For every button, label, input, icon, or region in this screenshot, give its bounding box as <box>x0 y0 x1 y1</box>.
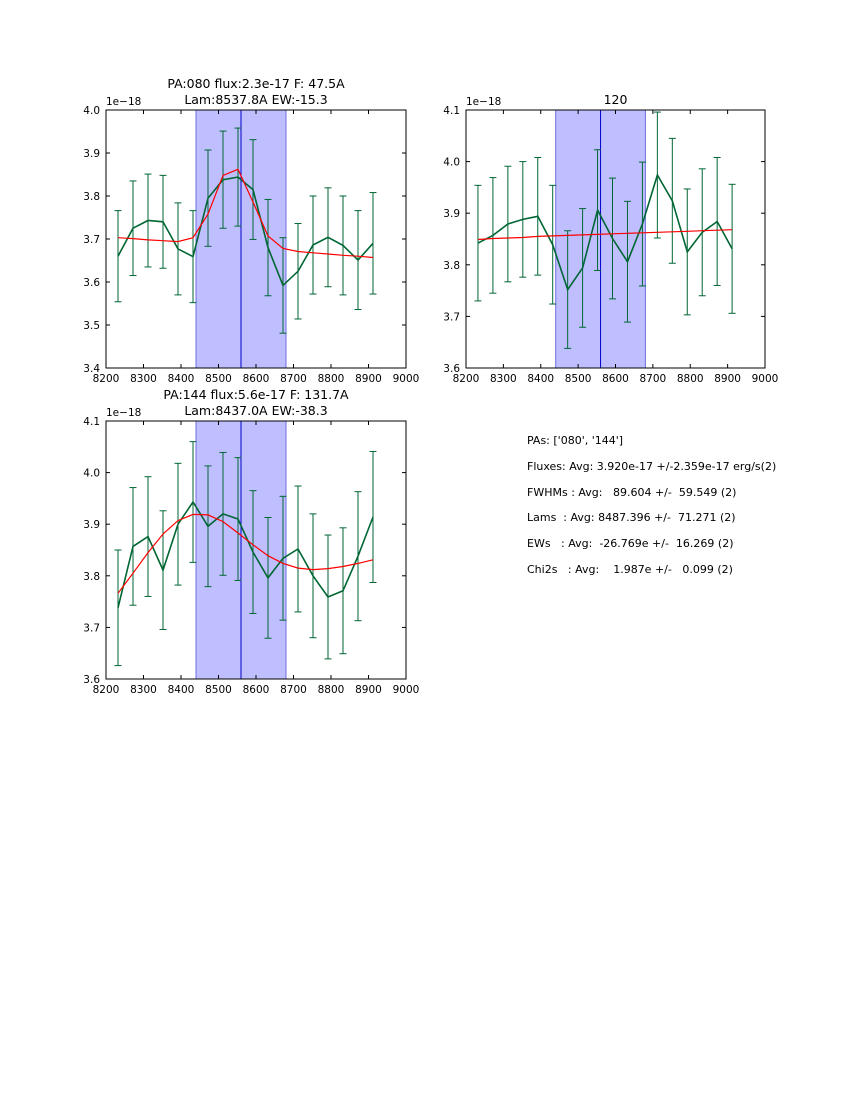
error-bar <box>728 183 736 314</box>
x-tick-label: 8200 <box>453 373 480 385</box>
error-bar <box>369 450 377 584</box>
fit-line <box>117 513 374 594</box>
plot-area <box>114 421 377 679</box>
note-ews: EWs : Avg: -26.769e +/- 16.269 (2) <box>527 537 734 551</box>
chart-title: PA:144 flux:5.6e-17 F: 131.7A <box>163 387 349 402</box>
y-tick-label: 3.7 <box>443 311 460 323</box>
y-tick-label: 3.6 <box>443 363 460 375</box>
y-tick-label: 4.0 <box>83 468 100 480</box>
x-tick-label: 8900 <box>714 373 741 385</box>
x-tick-label: 8600 <box>243 373 270 385</box>
x-tick-label: 8400 <box>527 373 554 385</box>
data-line <box>477 173 733 292</box>
chart-title: 120 <box>604 92 628 107</box>
y-tick-label: 4.0 <box>443 157 460 169</box>
x-tick-label: 8700 <box>640 373 667 385</box>
plot-area <box>474 110 736 368</box>
chart-title: Lam:8537.8A EW:-15.3 <box>184 92 327 107</box>
y-tick-label: 3.9 <box>83 148 100 160</box>
y-tick-label: 4.1 <box>443 105 460 117</box>
y-tick-label: 4.0 <box>83 105 100 117</box>
x-tick-label: 8200 <box>93 373 120 385</box>
y-tick-label: 3.6 <box>83 277 100 289</box>
note-lams: Lams : Avg: 8487.396 +/- 71.271 (2) <box>527 511 736 525</box>
data-line <box>117 176 374 287</box>
fit-line <box>117 168 374 259</box>
chart-title: PA:080 flux:2.3e-17 F: 47.5A <box>167 76 345 91</box>
y-offset-label: 1e−18 <box>466 96 501 108</box>
chart-panel-1: 8200 8300 8400 8500 8600 8700 8800 8900 9000 3.4 3… <box>83 76 419 385</box>
data-line <box>117 500 374 608</box>
x-tick-label: 8600 <box>602 373 629 385</box>
chart-panel-3: 8200 8300 8400 8500 8600 8700 8800 8900 9000 3.6 3… <box>83 387 419 696</box>
y-tick-label: 3.7 <box>83 234 100 246</box>
y-offset-label: 1e−18 <box>106 96 141 108</box>
y-tick-label: 3.8 <box>83 571 100 583</box>
x-tick-label: 9000 <box>752 373 779 385</box>
x-tick-label: 9000 <box>393 684 420 696</box>
x-tick-label: 8800 <box>318 373 345 385</box>
y-tick-label: 3.7 <box>83 622 100 634</box>
x-tick-label: 9000 <box>393 373 420 385</box>
y-tick-label: 4.1 <box>83 416 100 428</box>
x-tick-label: 8900 <box>355 373 382 385</box>
note-fluxes: Fluxes: Avg: 3.920e-17 +/-2.359e-17 erg/… <box>527 459 777 473</box>
x-tick-label: 8500 <box>205 373 232 385</box>
x-tick-label: 8300 <box>130 373 157 385</box>
y-tick-label: 3.6 <box>83 674 100 686</box>
fit-line <box>477 229 733 241</box>
x-tick-label: 8900 <box>355 684 382 696</box>
x-tick-label: 8700 <box>280 373 307 385</box>
y-offset-label: 1e−18 <box>106 407 141 419</box>
x-tick-label: 8300 <box>490 373 517 385</box>
x-tick-label: 8500 <box>205 684 232 696</box>
y-tick-label: 3.9 <box>443 208 460 220</box>
error-bar <box>474 184 482 302</box>
note-fwhms: FWHMs : Avg: 89.604 +/- 59.549 (2) <box>527 485 737 499</box>
y-tick-label: 3.4 <box>83 363 100 375</box>
y-tick-label: 3.9 <box>83 519 100 531</box>
note-chi2s: Chi2s : Avg: 1.987e +/- 0.099 (2) <box>527 562 733 576</box>
x-tick-label: 8400 <box>168 684 195 696</box>
y-tick-label: 3.8 <box>443 260 460 272</box>
chart-panel-2: 8200 8300 8400 8500 8600 8700 8800 8900 9000 3.6 3… <box>443 92 778 385</box>
y-tick-label: 3.8 <box>83 191 100 203</box>
x-tick-label: 8200 <box>93 684 120 696</box>
chart-title: Lam:8437.0A EW:-38.3 <box>184 403 327 418</box>
note-pas: PAs: ['080', '144'] <box>527 434 624 447</box>
x-tick-label: 8800 <box>677 373 704 385</box>
summary-notes: PAs: ['080', '144'] Fluxes: Avg: 3.920e-… <box>527 434 776 589</box>
x-tick-label: 8500 <box>565 373 592 385</box>
plot-area <box>114 110 377 368</box>
x-tick-label: 8700 <box>280 684 307 696</box>
x-tick-label: 8600 <box>243 684 270 696</box>
x-tick-label: 8300 <box>130 684 157 696</box>
x-tick-label: 8800 <box>318 684 345 696</box>
y-tick-label: 3.5 <box>83 320 100 332</box>
x-tick-label: 8400 <box>168 373 195 385</box>
